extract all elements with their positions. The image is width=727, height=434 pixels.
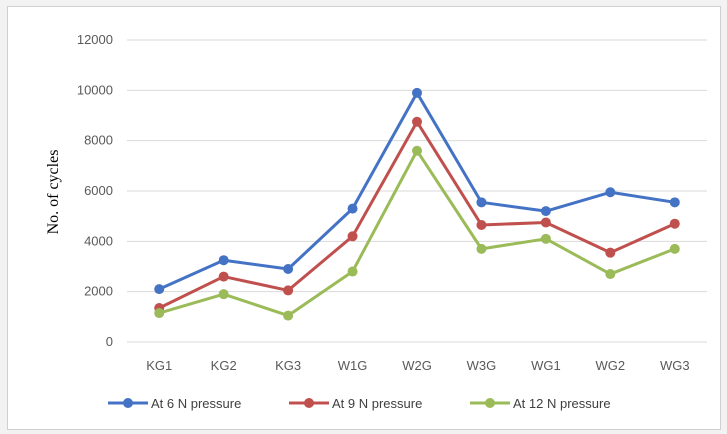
x-tick-label: KG2 — [211, 358, 237, 373]
data-point — [218, 271, 229, 282]
legend-item: At 12 N pressure — [470, 396, 611, 411]
data-point — [412, 116, 422, 127]
data-point — [154, 308, 165, 319]
x-tick-label: W3G — [467, 358, 497, 373]
data-point — [540, 217, 551, 228]
y-tick-label: 6000 — [84, 183, 113, 198]
x-tick-label: W2G — [402, 358, 432, 373]
data-point — [669, 218, 680, 229]
data-point — [412, 87, 422, 98]
data-point — [347, 203, 358, 214]
legend-label: At 6 N pressure — [151, 396, 241, 411]
data-point — [605, 247, 616, 258]
legend: At 6 N pressure At 9 N pressure At 12 N pr… — [108, 396, 611, 411]
x-tick-label: KG1 — [146, 358, 172, 373]
data-point — [476, 219, 487, 230]
legend-marker — [123, 398, 133, 408]
x-tick-label: WG1 — [531, 358, 561, 373]
legend-marker — [304, 398, 314, 408]
data-point — [605, 269, 616, 280]
data-point — [540, 233, 551, 244]
data-point — [218, 255, 229, 266]
data-point — [669, 243, 680, 254]
data-point — [540, 206, 551, 217]
data-point — [669, 197, 680, 208]
x-tick-label: WG2 — [596, 358, 626, 373]
data-point — [154, 284, 165, 295]
data-point — [283, 264, 294, 275]
y-tick-label: 8000 — [84, 133, 113, 148]
legend-label: At 9 N pressure — [332, 396, 422, 411]
data-point — [412, 145, 422, 156]
y-axis-label: No. of cycles — [45, 150, 62, 235]
y-tick-labels: 0 2000 4000 6000 8000 10000 12000 — [77, 32, 113, 349]
data-point — [283, 285, 294, 296]
legend-item: At 6 N pressure — [108, 396, 241, 411]
data-point — [347, 231, 358, 242]
series-lines — [154, 87, 680, 321]
y-tick-label: 10000 — [77, 82, 113, 97]
series-at-6-n-pressure — [154, 87, 680, 295]
series-line — [158, 149, 676, 318]
legend-marker — [485, 398, 495, 408]
data-point — [605, 187, 616, 198]
y-tick-label: 4000 — [84, 233, 113, 248]
x-tick-label: W1G — [338, 358, 368, 373]
data-point — [218, 289, 229, 300]
series-at-9-n-pressure — [154, 116, 680, 314]
data-point — [283, 310, 294, 321]
y-tick-label: 0 — [106, 334, 113, 349]
data-point — [476, 243, 487, 254]
y-tick-label: 12000 — [77, 32, 113, 47]
x-tick-label: KG3 — [275, 358, 301, 373]
x-tick-label: WG3 — [660, 358, 690, 373]
legend-item: At 9 N pressure — [289, 396, 422, 411]
legend-label: At 12 N pressure — [513, 396, 611, 411]
x-tick-labels: KG1 KG2 KG3 W1G W2G W3G WG1 WG2 WG3 — [146, 358, 689, 373]
y-tick-label: 2000 — [84, 284, 113, 299]
series-at-12-n-pressure — [154, 145, 680, 321]
data-point — [476, 197, 487, 208]
data-point — [347, 266, 358, 277]
